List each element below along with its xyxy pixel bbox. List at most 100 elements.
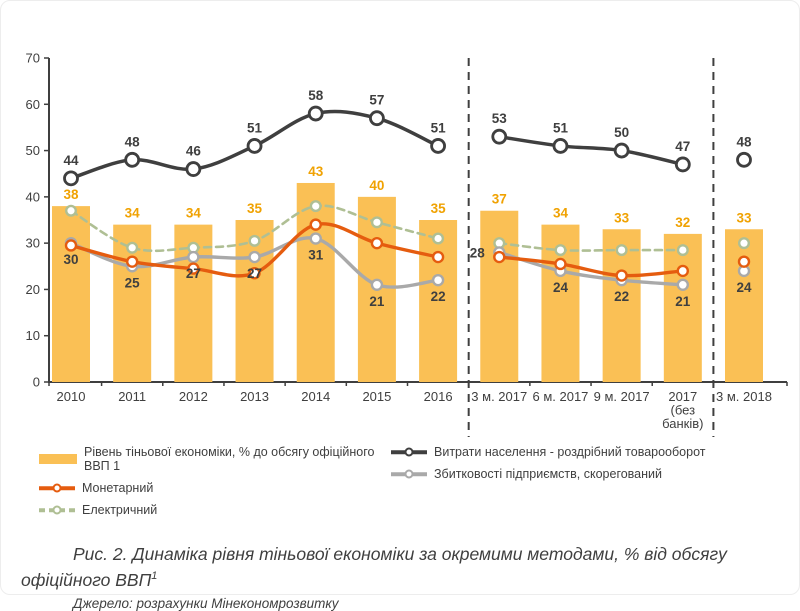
data-point-marker: [370, 216, 383, 229]
value-label: 44: [63, 153, 79, 168]
legend-item: Збитковості підприємств, скорегований: [391, 467, 789, 481]
data-point-marker: [615, 244, 628, 257]
data-point-marker: [248, 234, 261, 247]
legend-swatch-line-icon: [391, 446, 427, 458]
value-label: 48: [125, 134, 141, 149]
x-tick-label: 2011: [118, 389, 146, 404]
x-tick-label: 2010: [57, 389, 86, 404]
data-point-marker: [187, 262, 200, 275]
data-point-marker: [493, 250, 506, 264]
data-point-marker: [248, 267, 261, 280]
data-point-marker: [554, 244, 567, 257]
legend-swatch-dashed-line-icon: [39, 504, 75, 516]
series-line: [497, 250, 685, 287]
x-tick-label: 2014: [301, 389, 330, 404]
y-tick-label: 30: [26, 236, 40, 251]
legend-label: Збитковості підприємств, скорегований: [434, 467, 663, 481]
y-tick-label: 70: [26, 51, 40, 66]
legend-marker-icon: [404, 447, 414, 457]
figure-caption-footnote: 1: [151, 570, 158, 583]
value-label: 35: [247, 201, 263, 216]
x-tick-label: 6 м. 2017: [532, 389, 588, 404]
value-label: 21: [369, 294, 385, 309]
value-label: 40: [369, 178, 384, 193]
data-point-marker: [430, 138, 446, 154]
bar: [419, 220, 458, 382]
value-label: 34: [186, 206, 202, 221]
value-label: 50: [614, 125, 629, 140]
data-point-marker: [674, 156, 691, 173]
data-point-marker: [64, 239, 78, 252]
y-tick-label: 50: [26, 143, 40, 158]
chart-legend: Рівень тіньової економіки, % до обсягу о…: [1, 443, 799, 525]
data-point-marker: [126, 241, 139, 254]
data-point-marker: [432, 232, 445, 245]
value-label: 32: [675, 215, 690, 230]
data-point-marker: [615, 269, 628, 282]
x-tick-label: 3 м. 2017: [471, 389, 527, 404]
value-label: 48: [736, 134, 752, 149]
legend-swatch-bar-icon: [39, 454, 77, 464]
data-point-marker: [185, 161, 202, 177]
data-point-marker: [676, 244, 689, 257]
legend-label: Електричний: [82, 503, 158, 517]
data-point-marker: [552, 138, 569, 154]
data-point-marker: [369, 110, 385, 127]
data-point-marker: [187, 250, 200, 264]
x-tick-label: 2016: [424, 389, 453, 404]
y-tick-label: 0: [33, 375, 40, 390]
bar: [296, 182, 335, 382]
legend-marker-icon: [404, 469, 414, 479]
value-label: 58: [308, 88, 324, 103]
data-point-marker: [613, 142, 630, 159]
legend-label: Монетарний: [82, 481, 154, 495]
bar: [235, 220, 274, 382]
value-label: 27: [247, 266, 262, 281]
data-point-marker: [738, 237, 751, 250]
x-tick-label: 2015: [362, 389, 391, 404]
figure-caption: Рис. 2. Динаміка рівня тіньової економік…: [21, 541, 781, 594]
value-label: 34: [553, 206, 569, 221]
bar: [52, 206, 90, 382]
value-label: 38: [63, 187, 79, 202]
data-point-marker: [309, 200, 322, 213]
data-point-marker: [307, 105, 324, 122]
data-point-marker: [124, 151, 141, 168]
y-tick-label: 40: [26, 189, 40, 204]
data-point-marker: [370, 236, 384, 250]
value-label: 51: [553, 120, 569, 135]
legend-marker-icon: [52, 483, 62, 493]
figure-source: Джерело: розрахунки Мінекономрозвитку: [73, 595, 339, 611]
data-point-marker: [676, 278, 690, 291]
value-label: 24: [736, 280, 752, 295]
data-point-marker: [309, 232, 322, 245]
value-label: 25: [125, 275, 141, 290]
legend-item: Рівень тіньової економіки, % до обсягу о…: [39, 445, 391, 473]
data-point-marker: [64, 204, 77, 217]
y-tick-label: 20: [26, 282, 40, 297]
legend-item: Електричний: [39, 503, 391, 517]
value-label: 31: [308, 248, 324, 263]
data-point-marker: [431, 273, 445, 287]
value-label: 57: [369, 93, 384, 108]
value-label: 46: [186, 144, 202, 159]
value-label: 30: [63, 252, 78, 267]
x-tick-label: 2013: [240, 389, 269, 404]
series-line: [497, 241, 685, 252]
value-label: 43: [308, 164, 324, 179]
series-line: [497, 134, 685, 167]
data-point-marker: [63, 170, 79, 187]
legend-item: Витрати населення - роздрібний товарообо…: [391, 445, 789, 459]
value-label: 51: [247, 120, 263, 135]
data-point-marker: [676, 264, 690, 278]
value-label: 22: [614, 289, 629, 304]
bar: [725, 229, 763, 382]
bar: [480, 210, 519, 382]
data-point-marker: [491, 128, 508, 145]
x-tick-label: 9 м. 2017: [594, 389, 650, 404]
legend-marker-icon: [52, 505, 62, 515]
x-tick-label: 2017 (без банків): [662, 389, 703, 431]
value-label: 34: [125, 206, 141, 221]
legend-label: Рівень тіньової економіки, % до обсягу о…: [84, 445, 375, 473]
legend-column-2: Витрати населення - роздрібний товарообо…: [391, 445, 789, 525]
